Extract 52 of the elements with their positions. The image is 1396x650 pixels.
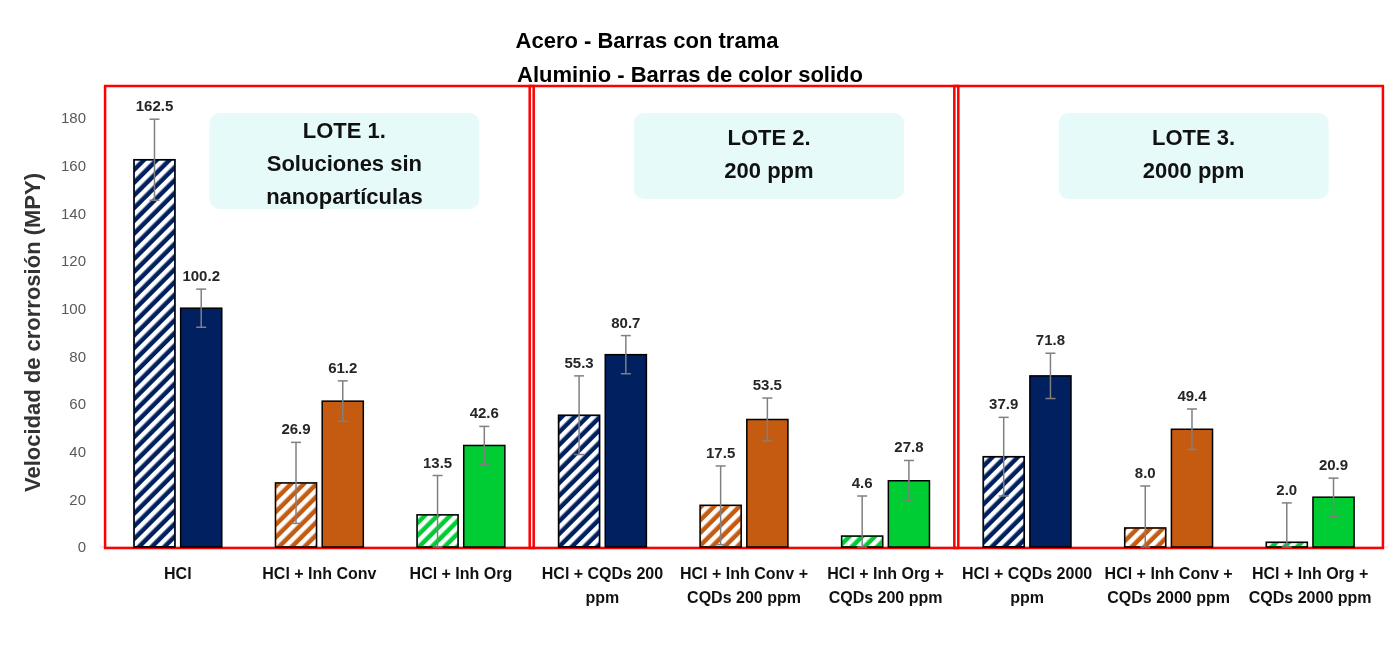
bar [1170, 428, 1214, 548]
bar [1029, 375, 1072, 548]
data-label: 37.9 [989, 395, 1019, 413]
y-tick-label: 140 [60, 204, 86, 222]
y-axis-title: Velocidad de crorrosión (MPY) [20, 172, 45, 493]
x-tick-label: HCl + Inh Org [409, 565, 513, 582]
y-tick-label: 120 [60, 252, 86, 270]
data-label: 26.9 [281, 420, 311, 438]
x-tick-label: HCl + CQDs 200 ppm [541, 565, 664, 606]
x-tick-label: HCl + Inh Conv [262, 565, 377, 582]
annotation: LOTE 1. Soluciones sin nanopartículas [266, 118, 423, 209]
chart-title: Acero - Barras con trama [515, 28, 780, 53]
y-tick-label: 0 [77, 538, 86, 556]
data-label: 2.0 [1276, 480, 1298, 498]
x-tick-label: HCl + Inh Conv + CQDs 200 ppm [679, 565, 809, 606]
data-label: 4.6 [851, 474, 873, 491]
data-label: 13.5 [422, 453, 453, 471]
bar [604, 353, 648, 548]
annotation: LOTE 3. 2000 ppm [1142, 125, 1245, 183]
bar [1312, 496, 1355, 548]
bar [462, 444, 506, 548]
bar [746, 418, 789, 548]
data-label: 17.5 [706, 443, 736, 461]
y-tick-label: 40 [69, 442, 86, 460]
x-tick-label: HCl + Inh Conv + CQDs 2000 ppm [1104, 565, 1233, 606]
data-label: 71.8 [1035, 331, 1066, 349]
x-tick-label: HCl [164, 565, 192, 582]
y-tick-label: 160 [60, 156, 86, 174]
data-label: 20.9 [1318, 456, 1349, 474]
x-tick-label: HCl + Inh Org + CQDs 2000 ppm [1248, 565, 1372, 606]
x-tick-label: HCl + CQDs 2000 ppm [961, 565, 1093, 606]
y-tick-label: 180 [60, 109, 86, 127]
bar [321, 400, 365, 548]
data-label: 49.4 [1177, 387, 1208, 405]
data-label: 100.2 [182, 267, 220, 285]
data-label: 61.2 [328, 358, 358, 376]
data-label: 162.5 [135, 97, 174, 115]
data-label: 53.5 [752, 376, 782, 394]
chart-subtitle: Aluminio - Barras de color solido [517, 62, 863, 87]
bar [887, 479, 931, 548]
annotation: LOTE 2. 200 ppm [724, 125, 814, 183]
y-tick-label: 60 [69, 395, 86, 413]
y-tick-label: 80 [69, 347, 86, 365]
y-tick-label: 100 [60, 299, 86, 317]
bar [179, 307, 223, 548]
x-tick-label: HCl + Inh Org + CQDs 200 ppm [827, 565, 944, 606]
data-label: 55.3 [564, 353, 594, 371]
y-tick-label: 20 [69, 490, 86, 508]
data-label: 80.7 [611, 313, 641, 331]
data-label: 8.0 [1134, 463, 1156, 481]
data-label: 42.6 [469, 404, 499, 422]
data-label: 27.8 [894, 438, 924, 456]
